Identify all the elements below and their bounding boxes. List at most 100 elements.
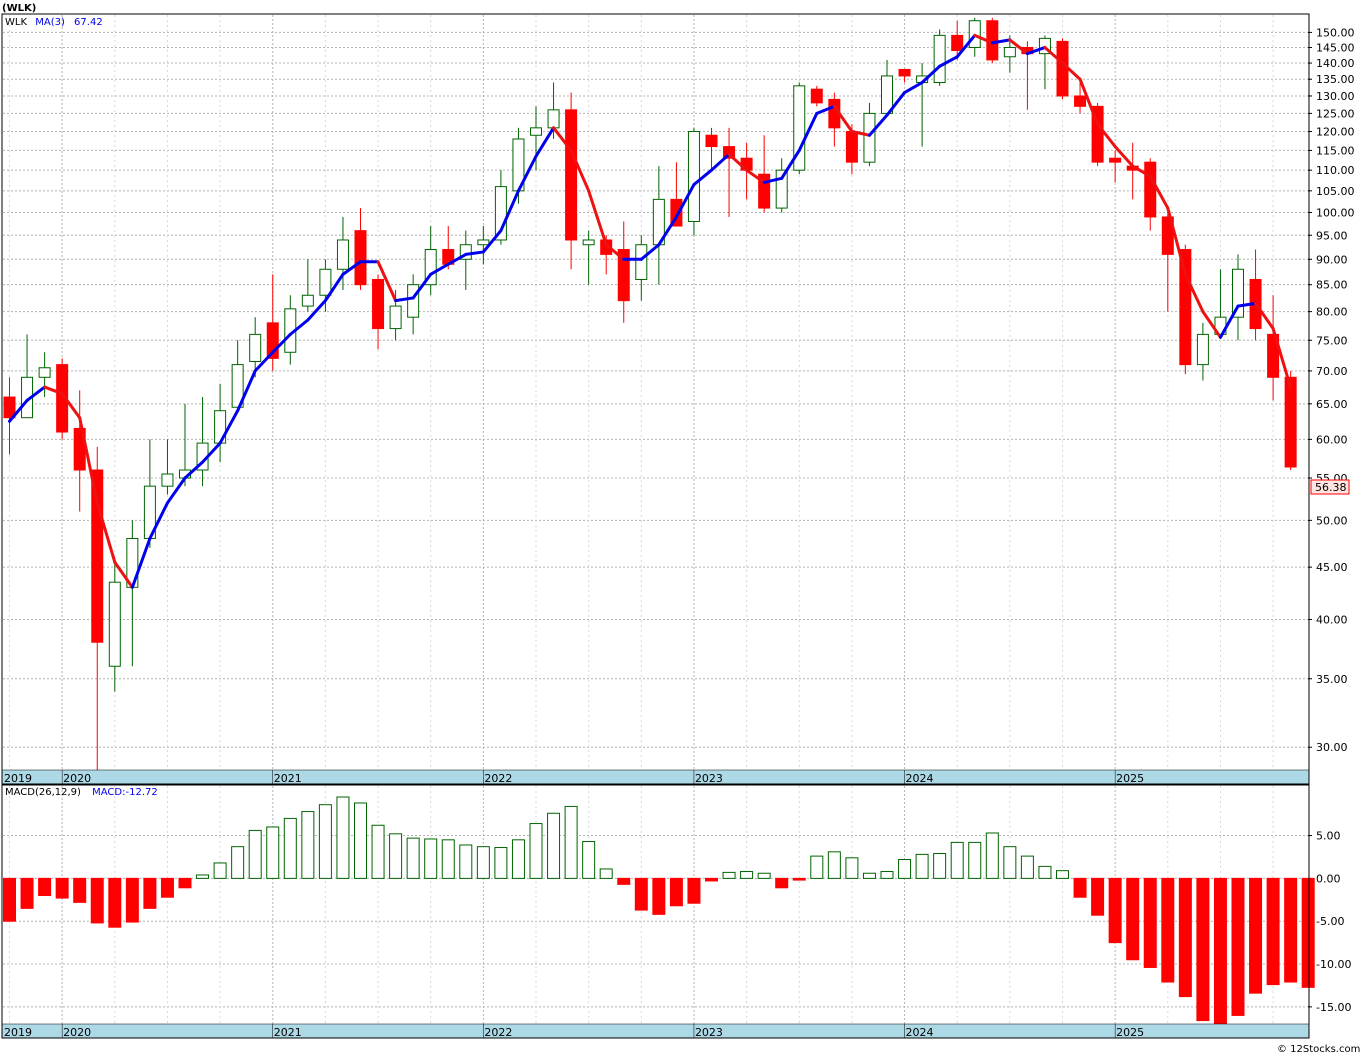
macd-bar-negative [1108,877,1122,944]
macd-bar-positive [529,823,543,879]
macd-bar-positive [880,871,894,879]
ma-segment [1025,45,1047,56]
macd-tick-label: 5.00 [1316,830,1341,843]
ma-segment [780,148,801,180]
macd-bar-positive [933,853,947,879]
ma-segment [587,189,608,247]
ma-segment [710,152,731,172]
year-label: 2023 [695,772,723,785]
candle [319,259,332,312]
ma-segment [745,168,766,184]
macd-bar-positive [862,872,876,879]
macd-bar-positive [582,841,596,879]
macd-tick-label: -5.00 [1316,915,1344,928]
candle-body-down [723,146,736,159]
candle [336,216,349,290]
price-legend: WLK MA(3) 67.42 [5,17,103,28]
candle-body-up [582,239,595,246]
candle [477,226,490,265]
ma-segment [1113,145,1135,168]
macd-bar-positive [424,838,438,879]
candle [354,208,367,290]
ma-segment [481,229,503,254]
candle-body-down [565,109,578,241]
candle-body-down [845,131,858,163]
candle [670,162,683,227]
ma-segment [306,299,327,322]
candle [582,230,595,285]
macd-bar-positive [915,853,929,879]
macd-bar-positive [950,841,964,879]
macd-bar-positive [1003,846,1017,879]
ma-segment [973,33,994,45]
candle-body-up [407,284,420,318]
macd-bar-positive [231,846,245,879]
macd-bar-positive [336,796,350,879]
last-price-badge: 56.38 [1310,479,1350,495]
macd-bar-positive [354,802,367,879]
ma-segment [1183,272,1205,314]
macd-bar-positive [476,846,490,879]
candle [758,135,771,213]
ma-segment [8,398,29,423]
macd-bar-positive [266,826,280,879]
macd-bar-positive [318,804,332,879]
candle-body-up [477,239,490,246]
ma-segment [376,260,398,303]
ma-segment [552,126,573,152]
ma-segment [657,215,678,247]
candle-body-down [1091,105,1104,163]
ma-segment [60,392,82,420]
candle [38,352,51,398]
candle-body-up [389,305,402,330]
year-label: 2025 [1116,772,1144,785]
macd-bar-negative [178,877,192,889]
candle-body-up [336,239,349,270]
ma-segment [411,272,433,300]
macd-bar-positive [722,871,736,879]
price-tick-label: 30.00 [1316,741,1348,754]
candle [108,557,121,692]
year-label: 2020 [63,1026,91,1039]
ma-segment [464,250,485,256]
price-tick-label: 50.00 [1316,514,1348,527]
candle-body-down [898,68,911,77]
year-label: 2023 [695,1026,723,1039]
ma-segment [938,55,959,68]
ma-segment [130,536,152,589]
candle [1249,249,1262,341]
candle [1109,150,1122,183]
macd-bar-negative [55,877,69,899]
macd-bar-negative [90,877,104,924]
price-tick-label: 120.00 [1316,126,1355,139]
macd-bar-negative [705,877,718,882]
ma-segment [341,260,362,276]
price-legend-ma-label: MA(3) [35,17,65,28]
candle-body-down [810,88,823,104]
year-label: 2019 [4,772,32,785]
year-band [1,1023,1310,1039]
year-band [1,769,1310,785]
ma-segment [850,130,871,137]
macd-legend: MACD(26,12,9) MACD:-12.72 [5,787,158,798]
price-tick-label: 60.00 [1316,433,1348,446]
macd-bar-positive [968,841,982,879]
macd-bar-positive [810,855,824,879]
price-legend-symbol: WLK [5,17,27,28]
macd-panel-border [1,784,1310,1039]
ma-segment [692,168,713,187]
copyright: © 12Stocks.com [1277,1044,1360,1055]
ma-segment [762,176,784,184]
ma-segment [534,126,556,158]
candle-body-up [494,186,507,241]
macd-bar-negative [687,877,701,904]
candle [1214,269,1227,335]
candle-body-down [56,364,69,433]
candle-body-up [530,127,542,136]
ma-segment [1236,301,1258,308]
ma-segment [271,332,292,354]
candle-body-up [161,473,174,487]
candle [214,383,227,463]
ma-segment [639,243,661,261]
candle [793,82,806,175]
